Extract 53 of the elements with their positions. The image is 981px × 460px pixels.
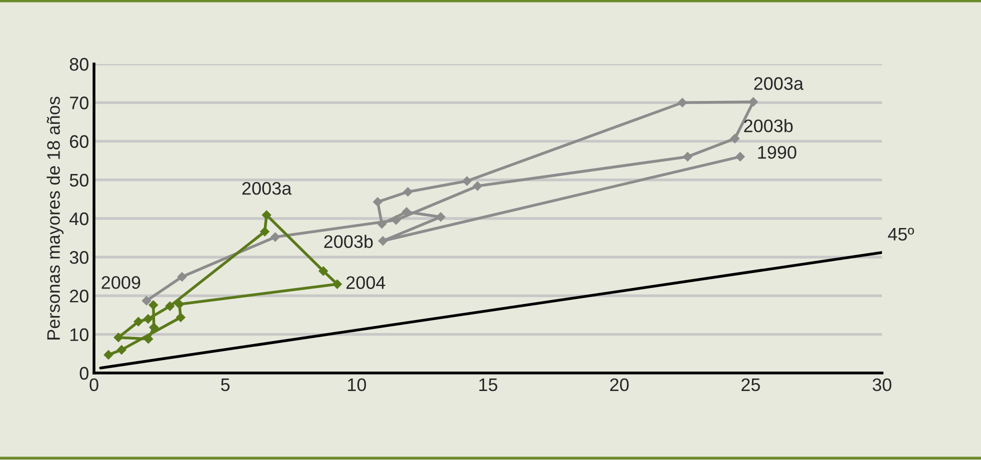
annotation: 1990 <box>758 146 796 159</box>
point <box>165 301 175 312</box>
point <box>133 316 144 327</box>
point <box>472 181 482 191</box>
annotation: 2003b <box>324 234 373 248</box>
annotation: 2009 <box>102 276 140 289</box>
x-tick-label: 15 <box>479 378 498 392</box>
point <box>148 300 158 310</box>
x-tick-label: 20 <box>610 378 629 392</box>
y-tick-label: 30 <box>70 251 88 264</box>
y-tick-label: 50 <box>70 174 88 187</box>
y-tick-label: 70 <box>70 96 88 110</box>
annotation: 2004 <box>346 276 386 290</box>
point <box>174 299 184 310</box>
point <box>318 266 328 276</box>
point <box>116 344 126 355</box>
x-tick-label: 5 <box>221 378 230 392</box>
point <box>735 152 746 162</box>
annotation: 2003a <box>754 77 804 90</box>
point <box>391 215 401 225</box>
y-tick-label: 40 <box>69 212 88 226</box>
point <box>677 98 688 108</box>
point <box>143 314 154 324</box>
point <box>462 176 472 186</box>
point <box>748 96 758 107</box>
point <box>372 196 383 207</box>
x-tick-label: 25 <box>742 378 760 392</box>
annotation: 45º <box>888 228 914 241</box>
x-tick-label: 10 <box>348 378 366 392</box>
y-tick-label: 0 <box>80 366 88 380</box>
point <box>177 272 187 282</box>
point <box>142 296 152 306</box>
point <box>262 210 272 220</box>
y-tick-label: 20 <box>70 290 88 302</box>
point <box>402 186 413 197</box>
annotation: 2003b <box>744 119 793 132</box>
point <box>104 350 114 360</box>
point <box>730 134 740 144</box>
point <box>682 152 693 162</box>
y-tick-label: 80 <box>70 58 88 71</box>
point <box>376 218 387 229</box>
y-tick-label: 10 <box>70 328 88 342</box>
y-tick-label: 60 <box>70 135 88 148</box>
x-tick-label: 30 <box>872 378 892 392</box>
point <box>378 236 388 246</box>
point <box>176 312 186 322</box>
point <box>332 279 342 290</box>
point <box>114 332 124 342</box>
point <box>270 232 280 242</box>
x-tick-label: 0 <box>90 378 98 392</box>
annotation: 2003a <box>242 182 292 195</box>
point <box>260 226 270 237</box>
y-axis-title: Personas mayores de 18 años <box>46 96 64 340</box>
